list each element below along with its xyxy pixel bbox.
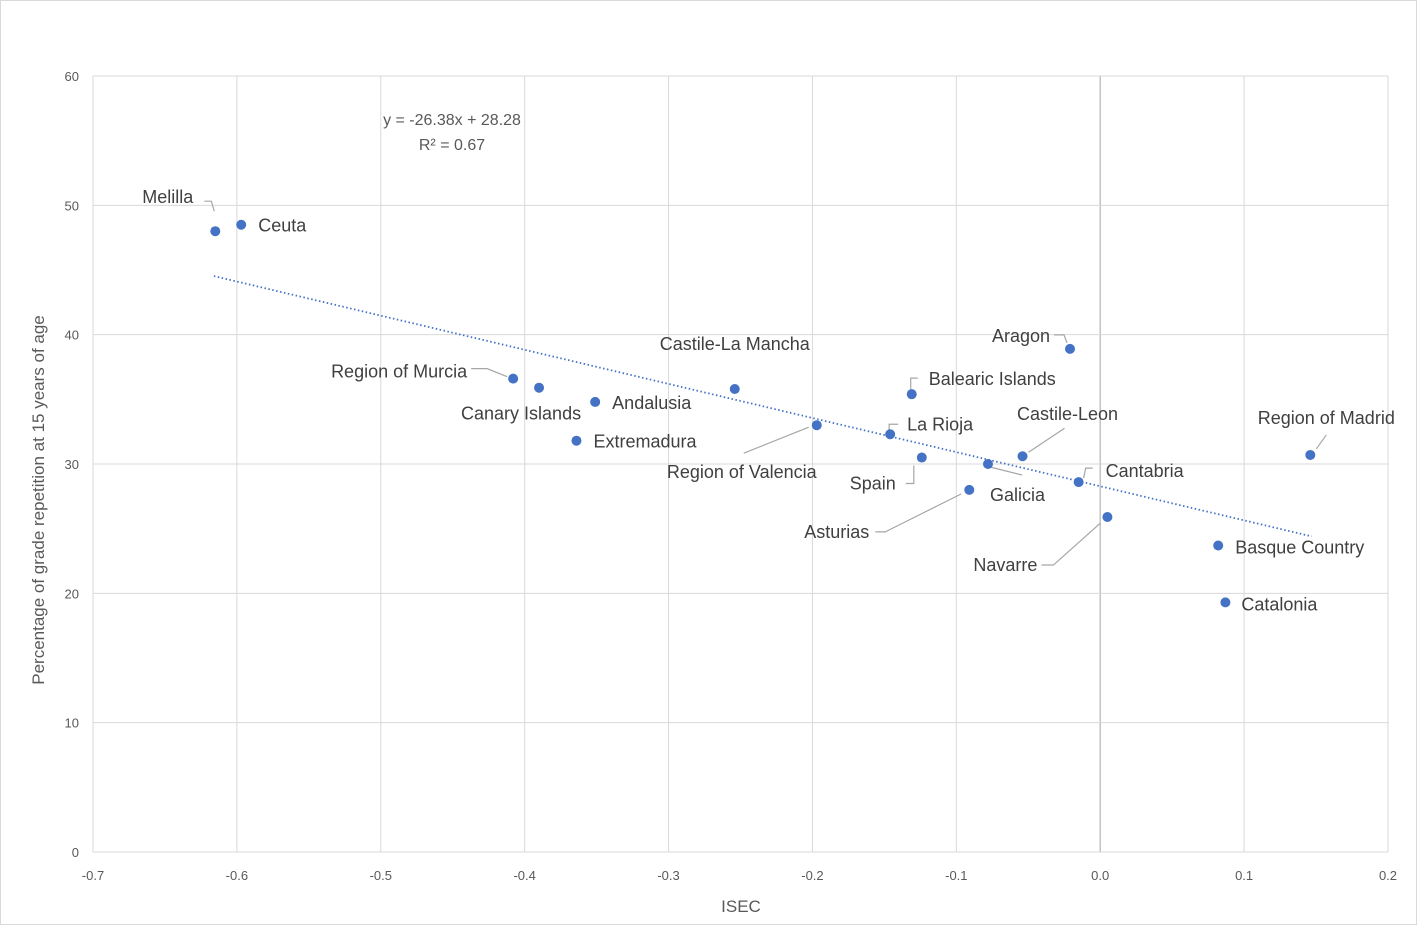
x-tick-label: -0.7 — [82, 868, 104, 883]
trendline — [213, 275, 1312, 538]
leader-line-aragon — [1054, 334, 1068, 344]
y-axis-title: Percentage of grade repetition at 15 yea… — [29, 315, 48, 685]
leader-line-region-of-murcia — [471, 368, 508, 378]
leader-line-galicia — [989, 466, 1023, 476]
leader-line-la-rioja — [888, 423, 899, 431]
leader-line-cantabria — [1083, 467, 1093, 479]
data-point-canary-islands — [534, 382, 545, 393]
data-point-castile-leon — [1017, 451, 1028, 462]
data-point-la-rioja — [885, 429, 896, 440]
data-point-region-of-murcia — [508, 373, 519, 384]
point-label-ceuta: Ceuta — [258, 216, 307, 236]
y-tick-label: 40 — [65, 328, 79, 343]
data-point-region-of-valencia — [811, 420, 822, 431]
point-label-region-of-valencia: Region of Valencia — [667, 462, 818, 482]
data-point-catalonia — [1220, 597, 1231, 608]
point-label-asturias: Asturias — [804, 522, 869, 542]
leader-line-region-of-madrid — [1315, 434, 1327, 450]
x-axis-title: ISEC — [721, 897, 761, 916]
axis-ticks: -0.7 -0.6 -0.5 -0.4 -0.3 -0.2 -0.1 0.0 0.1 0.2 0 10… — [65, 69, 1398, 883]
point-label-aragon: Aragon — [992, 326, 1050, 346]
trendline-group — [213, 275, 1312, 538]
data-point-melilla — [210, 226, 221, 237]
leader-line-melilla — [204, 200, 215, 212]
leader-line-spain — [905, 465, 915, 485]
x-tick-label: -0.1 — [945, 868, 967, 883]
data-point-balearic-islands — [906, 389, 917, 400]
x-tick-label: -0.6 — [226, 868, 248, 883]
y-tick-label: 20 — [65, 586, 79, 601]
y-tick-label: 10 — [65, 716, 79, 731]
point-label-navarre: Navarre — [973, 555, 1037, 575]
data-point-cantabria — [1073, 477, 1084, 488]
data-point-castile-la-mancha — [729, 383, 740, 394]
leader-line-castile-leon — [1028, 427, 1065, 453]
y-tick-label: 50 — [65, 198, 79, 213]
point-label-galicia: Galicia — [990, 485, 1046, 505]
point-label-andalusia: Andalusia — [612, 393, 692, 413]
trendline-r2: R² = 0.67 — [419, 137, 485, 154]
data-point-aragon — [1065, 343, 1076, 354]
data-point-basque-country — [1213, 540, 1224, 551]
data-point-ceuta — [236, 219, 247, 230]
x-tick-label: -0.5 — [370, 868, 392, 883]
data-point-spain — [916, 452, 927, 463]
x-tick-label: 0.2 — [1379, 868, 1397, 883]
leader-line-asturias — [875, 493, 962, 533]
gridlines — [92, 75, 1389, 853]
leader-line-navarre — [1041, 522, 1101, 566]
leader-line-region-of-valencia — [743, 426, 809, 454]
point-label-castile-la-mancha: Castile-La Mancha — [660, 334, 811, 354]
point-label-castile-leon: Castile-Leon — [1017, 404, 1118, 424]
point-labels: Melilla Ceuta Region of Murcia Canary Islan… — [142, 187, 1395, 614]
leader-lines — [204, 200, 1327, 566]
point-label-extremadura: Extremadura — [593, 432, 697, 452]
y-tick-label: 0 — [72, 845, 79, 860]
x-tick-label: 0.0 — [1091, 868, 1109, 883]
x-tick-label: -0.3 — [657, 868, 679, 883]
x-tick-label: -0.2 — [801, 868, 823, 883]
point-label-basque-country: Basque Country — [1235, 537, 1364, 557]
point-label-region-of-madrid: Region of Madrid — [1258, 408, 1395, 428]
y-tick-label: 30 — [65, 457, 79, 472]
x-tick-label: 0.1 — [1235, 868, 1253, 883]
leader-line-balearic-islands — [910, 377, 918, 390]
data-point-asturias — [964, 484, 975, 495]
point-label-canary-islands: Canary Islands — [461, 404, 581, 424]
trendline-equation: y = -26.38x + 28.28 — [383, 112, 521, 129]
data-point-galicia — [982, 459, 993, 469]
point-label-melilla: Melilla — [142, 187, 194, 207]
point-label-balearic-islands: Balearic Islands — [929, 369, 1056, 389]
data-points — [210, 219, 1316, 608]
point-label-cantabria: Cantabria — [1106, 461, 1185, 481]
x-tick-label: -0.4 — [513, 868, 535, 883]
point-label-region-of-murcia: Region of Murcia — [331, 362, 468, 382]
point-label-spain: Spain — [850, 474, 896, 494]
data-point-region-of-madrid — [1305, 449, 1316, 460]
data-point-andalusia — [590, 396, 601, 407]
data-point-navarre — [1102, 512, 1113, 523]
y-tick-label: 60 — [65, 69, 79, 84]
point-label-la-rioja: La Rioja — [907, 414, 974, 434]
point-label-catalonia: Catalonia — [1241, 594, 1318, 614]
data-point-extremadura — [571, 435, 582, 446]
